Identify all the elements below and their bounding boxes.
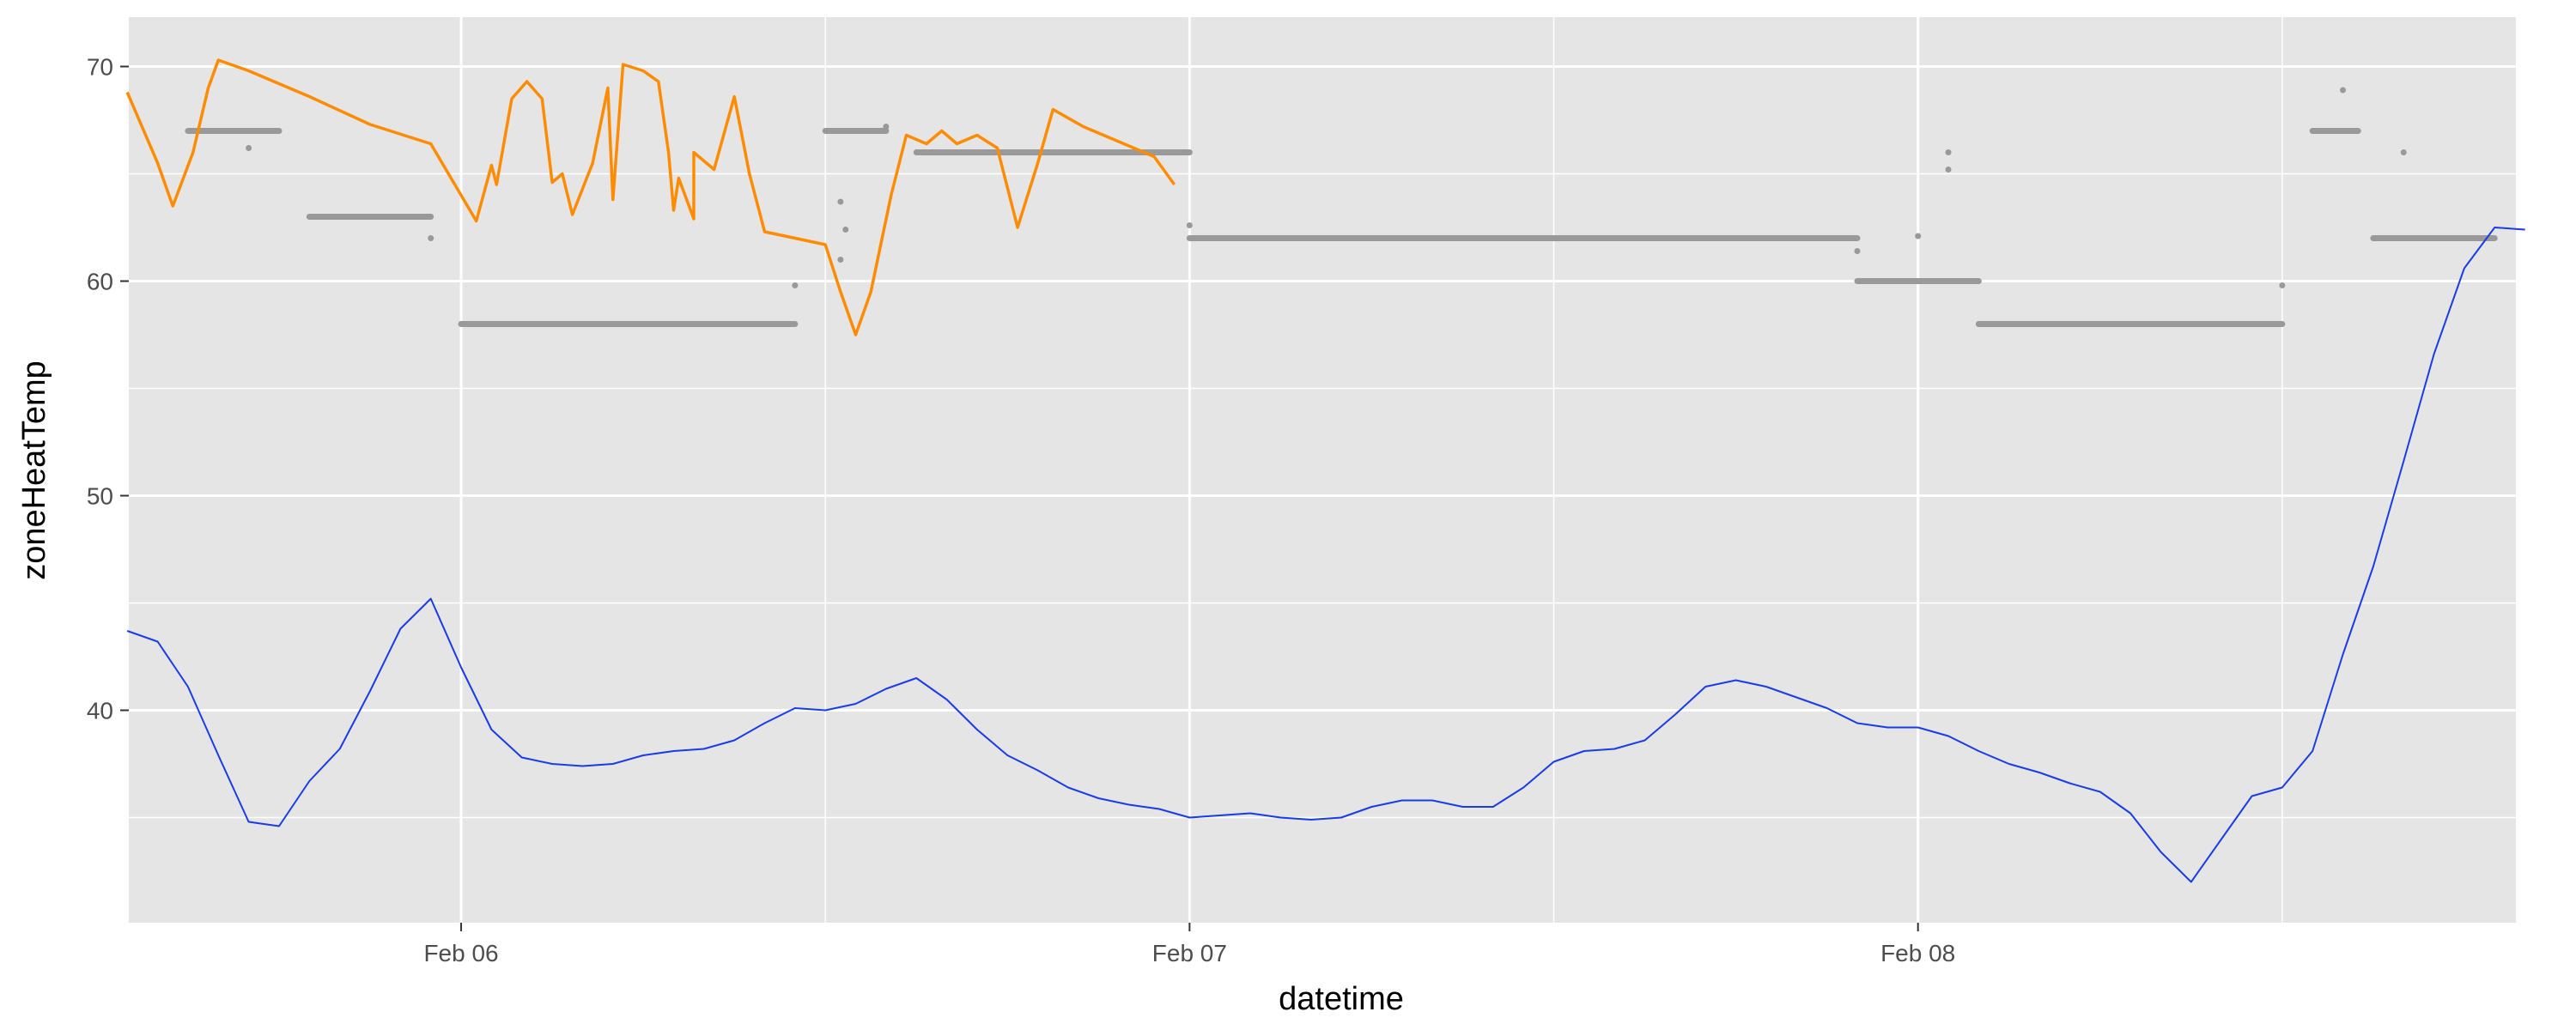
grid-major bbox=[129, 17, 2516, 923]
outdoor-temp-series bbox=[126, 227, 2525, 883]
x-axis-title: datetime bbox=[1279, 981, 1404, 1017]
x-tick-label: Feb 08 bbox=[1880, 940, 1955, 966]
setpoint-point bbox=[1915, 233, 1922, 239]
setpoint-point bbox=[792, 282, 799, 288]
setpoint-point bbox=[246, 145, 252, 151]
setpoint-point bbox=[2400, 149, 2407, 155]
y-axis-title: zoneHeatTemp bbox=[16, 360, 52, 580]
setpoint-point bbox=[428, 235, 434, 241]
setpoint-point bbox=[842, 227, 849, 233]
y-tick-label: 60 bbox=[87, 269, 113, 295]
setpoint-point bbox=[1854, 248, 1861, 254]
x-tick-label: Feb 06 bbox=[423, 940, 498, 966]
x-axis: Feb 06 Feb 07 Feb 08 bbox=[423, 923, 1955, 966]
zone-temp-line bbox=[125, 58, 1176, 336]
y-tick-label: 40 bbox=[87, 698, 113, 724]
zone-temp-series bbox=[125, 58, 1176, 336]
setpoint-point bbox=[2279, 282, 2286, 288]
y-tick-label: 50 bbox=[87, 483, 113, 510]
setpoint-point bbox=[1945, 167, 1952, 173]
setpoint-point bbox=[883, 124, 890, 130]
y-tick-label: 70 bbox=[87, 54, 113, 81]
outdoor-temp-line bbox=[126, 227, 2525, 883]
setpoint-point bbox=[2340, 87, 2347, 94]
grid-minor bbox=[129, 17, 2516, 923]
x-tick-label: Feb 07 bbox=[1152, 940, 1227, 966]
setpoint-point bbox=[1945, 149, 1952, 155]
plot-panel bbox=[129, 17, 2516, 923]
setpoint-point bbox=[1186, 222, 1193, 228]
setpoint-point bbox=[837, 257, 844, 263]
y-axis: 40 50 60 70 bbox=[87, 54, 129, 724]
setpoint-point bbox=[837, 198, 844, 205]
setpoint-series bbox=[185, 87, 2498, 327]
